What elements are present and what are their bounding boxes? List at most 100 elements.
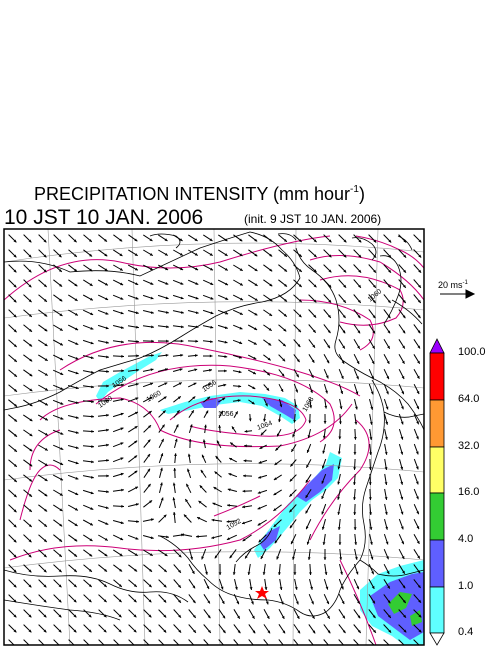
wind-arrow-head <box>357 315 361 319</box>
wind-arrow-head <box>370 541 373 545</box>
wind-arrow-head <box>356 361 360 364</box>
wind-arrow-head <box>326 601 329 605</box>
wind-arrow-head <box>44 523 47 527</box>
wind-arrow-head <box>44 463 48 466</box>
wind-arrow-head <box>222 630 226 634</box>
wind-arrow-head <box>195 325 199 329</box>
wind-arrow <box>128 639 135 645</box>
wind-arrow-head <box>307 557 311 560</box>
wind-arrow-head <box>196 535 199 538</box>
wind-arrow <box>38 639 45 645</box>
wind-arrow-head <box>90 341 94 345</box>
wind-arrow-head <box>121 488 124 492</box>
wind-arrow-head <box>58 554 62 557</box>
wind-arrow-head <box>75 431 79 434</box>
wind-arrow-head <box>368 467 372 470</box>
wind-arrow-head <box>254 312 258 316</box>
wind-arrow-head <box>120 311 124 315</box>
wind-arrow-head <box>149 568 152 572</box>
wind-arrow <box>188 639 195 645</box>
wind-arrow-head <box>358 254 362 258</box>
wind-arrow-head <box>258 460 262 464</box>
wind-arrow-head <box>120 457 124 461</box>
wind-arrow-head <box>416 391 420 394</box>
wind-arrow-head <box>147 468 150 472</box>
wind-arrow-head <box>322 450 326 454</box>
wind-arrow-head <box>201 454 205 458</box>
wind-arrow-head <box>105 297 109 300</box>
wind-arrow-head <box>327 630 331 634</box>
wind-arrow-head <box>119 253 123 256</box>
wind-arrow-head <box>89 553 93 557</box>
wind-arrow-head <box>254 327 258 330</box>
wind-arrow-head <box>75 446 79 449</box>
wind-arrow-head <box>306 541 310 545</box>
wind-arrow-head <box>277 433 280 437</box>
wind-arrow-head <box>356 586 359 590</box>
wind-arrow-head <box>358 269 362 273</box>
wind-arrow-head <box>29 433 33 437</box>
wind-arrow-head <box>341 586 344 590</box>
wind-arrow-head <box>289 509 293 513</box>
wind-arrow-head <box>105 522 109 525</box>
wind-arrow-head <box>313 239 317 243</box>
wind-arrow-head <box>238 370 242 374</box>
wind-arrow-head <box>163 599 167 603</box>
wind-arrow-head <box>148 599 152 603</box>
wind-arrow-head <box>104 253 108 257</box>
wind-arrow-head <box>218 572 222 575</box>
wind-arrow-head <box>402 585 406 589</box>
wind-arrow-head <box>384 467 388 470</box>
init-time: (init. 9 JST 10 JAN. 2006) <box>244 212 382 226</box>
wind-arrow <box>233 639 240 645</box>
wind-arrow-head <box>339 421 342 425</box>
wind-arrow-head <box>43 239 47 243</box>
wind-arrow-head <box>174 453 177 456</box>
wind-arrow-head <box>91 385 94 389</box>
isobar-label: 1056 <box>218 411 234 418</box>
wind-arrow-head <box>371 361 375 364</box>
wind-arrow-head <box>43 614 47 618</box>
wind-arrow-head <box>120 297 124 300</box>
wind-arrow-head <box>187 468 190 472</box>
wind-arrow-head <box>13 254 17 258</box>
wind-arrow-head <box>243 474 246 478</box>
wind-arrow-head <box>353 497 356 500</box>
wind-arrow-head <box>298 239 302 242</box>
wind-arrow-head <box>120 537 124 541</box>
wind-arrow-head <box>371 585 375 589</box>
wind-arrow-head <box>341 360 345 364</box>
wind-arrow-head <box>242 538 246 542</box>
wind-arrow-head <box>282 630 286 634</box>
wind-arrow-head <box>150 311 154 314</box>
precip-light <box>96 352 162 402</box>
isobar-label: 1052 <box>226 518 243 532</box>
wind-arrow-head <box>88 599 92 603</box>
wind-arrow-head <box>105 326 109 330</box>
wind-arrow-head <box>341 375 344 379</box>
wind-arrow-head <box>183 514 187 518</box>
colorbar-level-label: 16.0 <box>458 486 480 498</box>
wind-arrow-head <box>400 496 404 500</box>
wind-arrow-head <box>313 284 317 288</box>
wind-arrow-head <box>276 556 280 560</box>
wind-arrow-head <box>29 448 33 452</box>
wind-arrow-head <box>13 269 17 273</box>
wind-arrow-head <box>178 382 182 386</box>
wind-arrow-head <box>239 282 243 286</box>
wind-arrow-head <box>165 311 169 314</box>
wind-arrow-head <box>59 283 63 287</box>
precip-heavy <box>388 592 412 614</box>
wind-arrow-head <box>313 269 317 273</box>
wind-arrow-head <box>289 478 293 482</box>
wind-arrow-head <box>106 355 109 359</box>
wind-arrow-head <box>134 470 138 474</box>
wind-arrow-head <box>337 512 341 515</box>
wind-arrow-head <box>29 328 32 332</box>
wind-arrow-head <box>28 239 32 243</box>
wind-arrow-head <box>74 523 78 526</box>
wind-arrow-head <box>387 600 391 604</box>
wind-arrow-head <box>89 283 93 286</box>
wind-arrow-head <box>74 283 78 287</box>
wind-arrow-head <box>402 300 406 303</box>
